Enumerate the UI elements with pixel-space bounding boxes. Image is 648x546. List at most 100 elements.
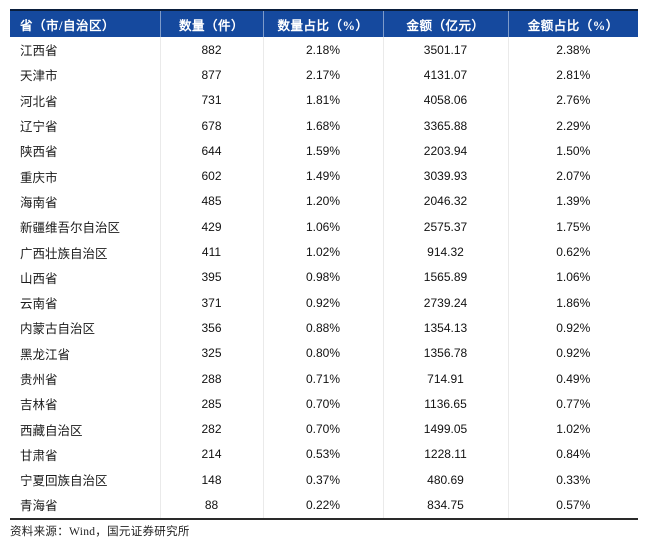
value-cell: 882 [160, 37, 264, 63]
header-cell-amount-share: 金额占比（%） [508, 10, 638, 37]
value-cell: 148 [160, 467, 264, 493]
header-row: 省（市/自治区） 数量（件） 数量占比（%） 金额（亿元） 金额占比（%） [10, 10, 638, 37]
province-cell: 辽宁省 [10, 112, 161, 139]
value-cell: 288 [160, 365, 264, 392]
value-cell: 1.39% [556, 194, 591, 209]
value-cell: 0.49% [556, 371, 591, 386]
province-cell: 云南省 [10, 289, 161, 316]
value-cell: 1.86% [556, 295, 591, 310]
value-cell: 2.07% [556, 169, 591, 184]
value-cell: 285 [160, 391, 264, 417]
value-cell: 395 [160, 264, 264, 290]
province-data-table: 省（市/自治区） 数量（件） 数量占比（%） 金额（亿元） 金额占比（%） 江西… [10, 9, 638, 520]
table-row: 黑龙江省 325 0.80% 1356.78 0.92% [10, 340, 638, 366]
table-row: 江西省 882 2.18% 3501.17 2.38% [10, 37, 638, 63]
table-row: 新疆维吾尔自治区 429 1.06% 2575.37 1.75% [10, 214, 638, 240]
value-cell: 0.88% [263, 315, 384, 341]
value-cell: 1354.13 [383, 315, 509, 341]
value-cell: 485 [160, 188, 264, 215]
value-cell: 0.92% [556, 320, 591, 335]
table-row: 广西壮族自治区 411 1.02% 914.32 0.62% [10, 239, 638, 265]
value-cell: 1.50% [556, 143, 591, 158]
value-cell: 1356.78 [383, 340, 509, 366]
value-cell: 2.17% [263, 62, 384, 88]
header-cell-amount: 金额（亿元） [383, 10, 509, 37]
table-row: 西藏自治区 282 0.70% 1499.05 1.02% [10, 416, 638, 442]
value-cell: 2.18% [263, 37, 384, 63]
province-cell: 江西省 [10, 37, 161, 63]
value-cell: 1.06% [263, 214, 384, 240]
province-cell: 广西壮族自治区 [10, 239, 161, 265]
value-cell: 282 [160, 416, 264, 442]
value-cell: 0.92% [263, 289, 384, 316]
value-cell: 2.81% [556, 67, 591, 82]
value-cell: 4131.07 [383, 62, 509, 88]
province-cell: 内蒙古自治区 [10, 315, 161, 341]
table-row: 河北省 731 1.81% 4058.06 2.76% [10, 87, 638, 113]
table-row: 山西省 395 0.98% 1565.89 1.06% [10, 264, 638, 290]
value-cell: 4058.06 [383, 87, 509, 113]
value-cell: 0.77% [556, 396, 591, 411]
value-cell: 88 [160, 492, 264, 519]
value-cell: 678 [160, 112, 264, 139]
value-cell: 714.91 [383, 365, 509, 392]
province-cell: 甘肃省 [10, 441, 161, 468]
table-container: 省（市/自治区） 数量（件） 数量占比（%） 金额（亿元） 金额占比（%） 江西… [10, 9, 638, 520]
table-row: 吉林省 285 0.70% 1136.65 0.77% [10, 391, 638, 417]
province-cell: 天津市 [10, 62, 161, 88]
value-cell: 731 [160, 87, 264, 113]
table-header: 省（市/自治区） 数量（件） 数量占比（%） 金额（亿元） 金额占比（%） [10, 10, 638, 37]
table-row: 青海省 88 0.22% 834.75 0.57% [10, 492, 638, 519]
value-cell: 2.38% [556, 42, 591, 57]
value-cell: 1499.05 [383, 416, 509, 442]
province-cell: 宁夏回族自治区 [10, 467, 161, 493]
table-body: 江西省 882 2.18% 3501.17 2.38% 天津市 877 2.17% 4131.0… [10, 37, 638, 519]
value-cell: 480.69 [383, 467, 509, 493]
table-row: 内蒙古自治区 356 0.88% 1354.13 0.92% [10, 315, 638, 341]
value-cell: 0.84% [556, 447, 591, 462]
value-cell: 325 [160, 340, 264, 366]
value-cell: 0.57% [556, 497, 591, 512]
value-cell: 0.33% [556, 472, 591, 487]
table-row: 云南省 371 0.92% 2739.24 1.86% [10, 289, 638, 316]
table-row: 辽宁省 678 1.68% 3365.88 2.29% [10, 112, 638, 139]
province-cell: 贵州省 [10, 365, 161, 392]
table-row: 甘肃省 214 0.53% 1228.11 0.84% [10, 441, 638, 468]
value-cell: 411 [160, 239, 264, 265]
value-cell: 1.81% [263, 87, 384, 113]
value-cell: 877 [160, 62, 264, 88]
province-cell: 黑龙江省 [10, 340, 161, 366]
province-cell: 海南省 [10, 188, 161, 215]
value-cell: 0.98% [263, 264, 384, 290]
value-cell: 356 [160, 315, 264, 341]
province-cell: 山西省 [10, 264, 161, 290]
value-cell: 3039.93 [383, 163, 509, 189]
value-cell: 1.68% [263, 112, 384, 139]
value-cell: 834.75 [383, 492, 509, 519]
value-cell: 3501.17 [383, 37, 509, 63]
source-note: 资料来源：Wind，国元证券研究所 [10, 526, 190, 538]
value-cell: 1.75% [556, 219, 591, 234]
table-row: 重庆市 602 1.49% 3039.93 2.07% [10, 163, 638, 189]
value-cell: 2203.94 [383, 138, 509, 164]
table-row: 海南省 485 1.20% 2046.32 1.39% [10, 188, 638, 215]
value-cell: 1.06% [556, 270, 591, 285]
value-cell: 3365.88 [383, 112, 509, 139]
header-cell-count-share: 数量占比（%） [263, 10, 384, 37]
value-cell: 0.37% [263, 467, 384, 493]
value-cell: 2575.37 [383, 214, 509, 240]
header-cell-province: 省（市/自治区） [10, 10, 161, 37]
province-cell: 陕西省 [10, 138, 161, 164]
value-cell: 2739.24 [383, 289, 509, 316]
value-cell: 1.02% [263, 239, 384, 265]
province-cell: 河北省 [10, 87, 161, 113]
value-cell: 1.49% [263, 163, 384, 189]
value-cell: 914.32 [383, 239, 509, 265]
value-cell: 0.80% [263, 340, 384, 366]
value-cell: 0.71% [263, 365, 384, 392]
value-cell: 1.02% [556, 422, 591, 437]
value-cell: 0.62% [556, 245, 591, 260]
value-cell: 2.76% [556, 93, 591, 108]
value-cell: 1136.65 [383, 391, 509, 417]
